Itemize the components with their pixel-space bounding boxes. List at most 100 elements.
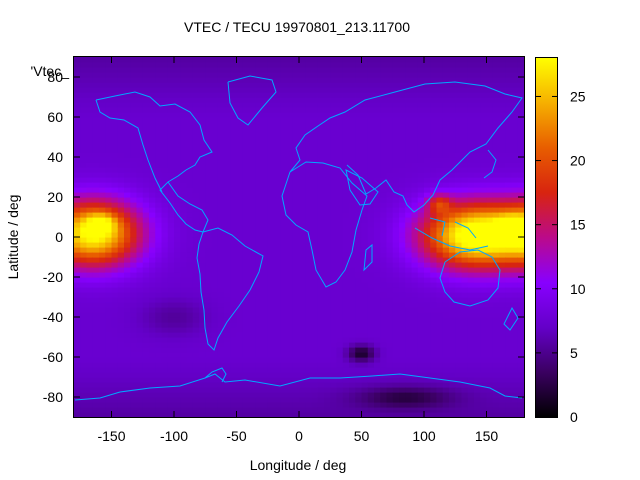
heatmap-cell	[299, 382, 306, 388]
heatmap-cell	[142, 237, 150, 243]
heatmap-cell	[224, 262, 231, 268]
heatmap-cell	[486, 377, 494, 383]
heatmap-cell	[317, 197, 325, 203]
heatmap-cell	[130, 72, 138, 78]
heatmap-cell	[330, 312, 338, 318]
heatmap-cell	[486, 197, 494, 203]
heatmap-cell	[405, 162, 413, 168]
heatmap-cell	[417, 357, 425, 363]
heatmap-cell	[505, 402, 513, 408]
heatmap-cell	[455, 157, 463, 163]
heatmap-cell	[480, 317, 488, 323]
heatmap-cell	[111, 287, 119, 293]
heatmap-cell	[499, 312, 506, 318]
heatmap-cell	[236, 372, 244, 378]
heatmap-cell	[499, 232, 506, 238]
heatmap-cell	[305, 242, 313, 248]
heatmap-cell	[149, 132, 156, 138]
heatmap-cell	[124, 97, 131, 103]
heatmap-cell	[105, 277, 113, 283]
heatmap-cell	[105, 192, 113, 198]
heatmap-cell	[417, 242, 425, 248]
heatmap-cell	[361, 292, 369, 298]
heatmap-cell	[317, 357, 325, 363]
heatmap-cell	[361, 317, 369, 323]
heatmap-cell	[417, 227, 425, 233]
heatmap-cell	[342, 307, 350, 313]
heatmap-cell	[199, 322, 206, 328]
heatmap-cell	[349, 157, 356, 163]
heatmap-cell	[455, 332, 463, 338]
heatmap-cell	[236, 167, 244, 173]
heatmap-cell	[111, 362, 119, 368]
heatmap-cell	[236, 162, 244, 168]
heatmap-cell	[80, 232, 88, 238]
heatmap-cell	[105, 292, 113, 298]
heatmap-cell	[149, 157, 156, 163]
heatmap-cell	[324, 232, 331, 238]
heatmap-cell	[336, 82, 344, 88]
heatmap-cell	[442, 247, 450, 253]
heatmap-cell	[74, 207, 81, 213]
heatmap-cell	[261, 312, 269, 318]
heatmap-cell	[449, 132, 456, 138]
heatmap-cell	[474, 182, 481, 188]
heatmap-cell	[455, 107, 463, 113]
heatmap-cell	[367, 397, 375, 403]
heatmap-cell	[117, 357, 125, 363]
heatmap-cell	[305, 292, 313, 298]
heatmap-cell	[286, 412, 294, 418]
heatmap-cell	[474, 202, 481, 208]
heatmap-cell	[105, 137, 113, 143]
heatmap-cell	[199, 212, 206, 218]
heatmap-cell	[249, 127, 256, 133]
heatmap-cell	[430, 152, 438, 158]
heatmap-cell	[424, 387, 431, 393]
heatmap-cell	[386, 97, 394, 103]
heatmap-cell	[274, 272, 281, 278]
heatmap-cell	[405, 337, 413, 343]
heatmap-cell	[392, 62, 400, 68]
heatmap-cell	[424, 307, 431, 313]
heatmap-cell	[142, 182, 150, 188]
heatmap-cell	[80, 252, 88, 258]
heatmap-cell	[211, 152, 219, 158]
heatmap-cell	[130, 242, 138, 248]
heatmap-cell	[199, 277, 206, 283]
heatmap-cell	[361, 357, 369, 363]
heatmap-cell	[411, 397, 419, 403]
heatmap-cell	[449, 172, 456, 178]
heatmap-cell	[192, 77, 200, 83]
heatmap-cell	[205, 57, 213, 63]
heatmap-cell	[274, 397, 281, 403]
heatmap-cell	[361, 352, 369, 358]
heatmap-cell	[405, 402, 413, 408]
heatmap-cell	[111, 312, 119, 318]
heatmap-cell	[261, 142, 269, 148]
heatmap-cell	[242, 272, 250, 278]
heatmap-cell	[236, 277, 244, 283]
heatmap-cell	[442, 202, 450, 208]
heatmap-cell	[342, 242, 350, 248]
heatmap-cell	[480, 382, 488, 388]
heatmap-cell	[124, 317, 131, 323]
heatmap-cell	[355, 342, 363, 348]
heatmap-cell	[330, 387, 338, 393]
heatmap-cell	[424, 172, 431, 178]
heatmap-cell	[349, 252, 356, 258]
heatmap-cell	[186, 262, 194, 268]
heatmap-cell	[136, 172, 144, 178]
heatmap-cell	[249, 202, 256, 208]
heatmap-cell	[367, 342, 375, 348]
heatmap-cell	[467, 407, 475, 413]
heatmap-cell	[280, 192, 288, 198]
heatmap-cell	[349, 387, 356, 393]
heatmap-cell	[480, 212, 488, 218]
heatmap-cell	[480, 282, 488, 288]
heatmap-cell	[217, 117, 225, 123]
heatmap-cell	[505, 372, 513, 378]
heatmap-cell	[361, 362, 369, 368]
heatmap-cell	[149, 237, 156, 243]
heatmap-cell	[305, 92, 313, 98]
heatmap-cell	[267, 92, 275, 98]
